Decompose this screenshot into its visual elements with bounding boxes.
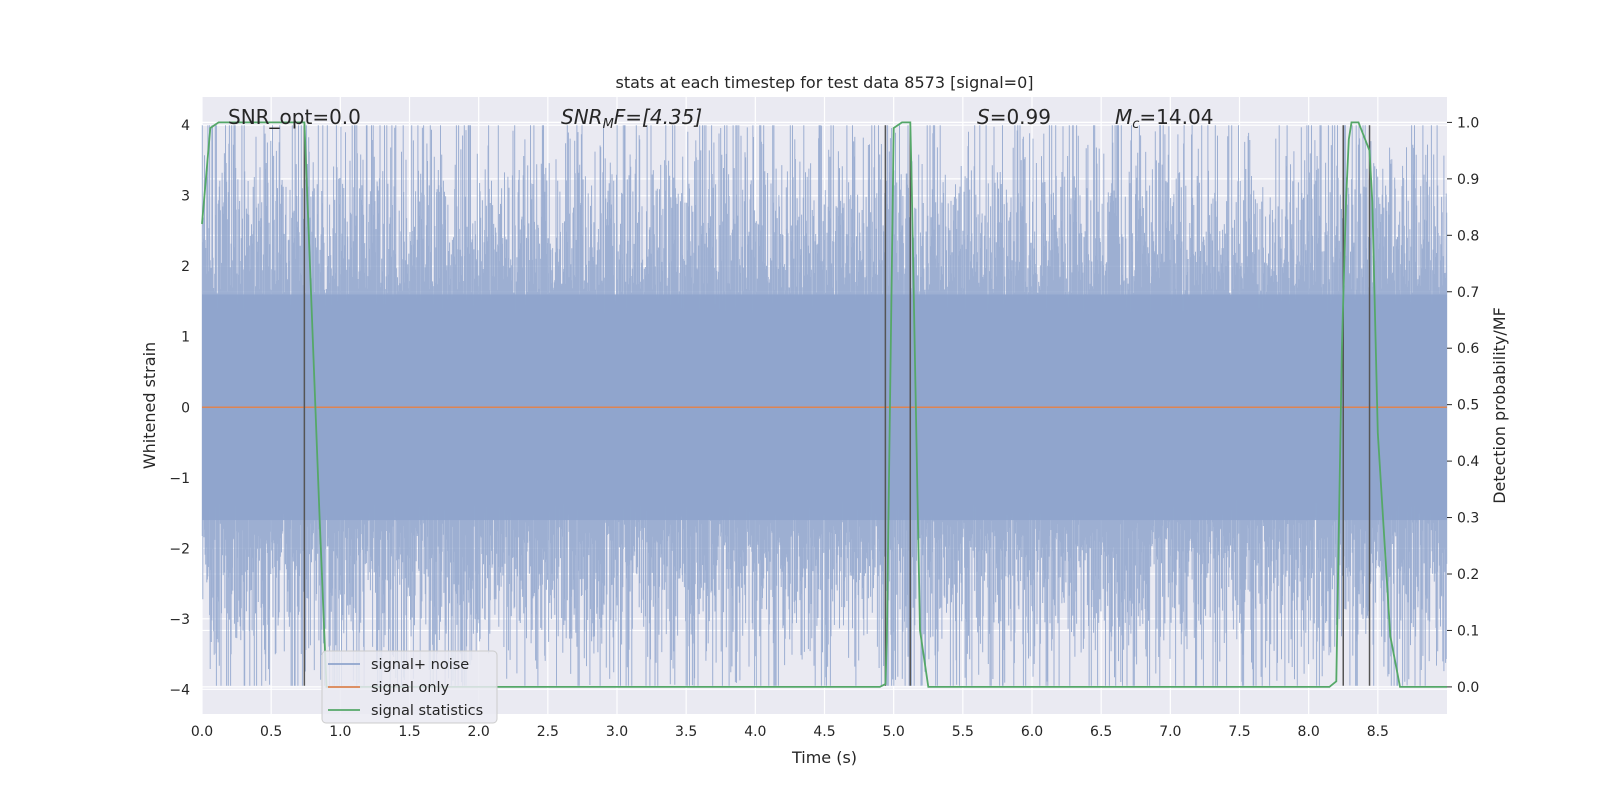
x-tick-label: 4.5 <box>813 724 835 740</box>
annotation-s-tail: =0.99 <box>990 105 1051 129</box>
x-tick-label: 0.0 <box>191 724 213 740</box>
x-tick-label: 6.0 <box>1021 724 1043 740</box>
x-tick-label: 5.5 <box>952 724 974 740</box>
x-tick-label: 1.0 <box>329 724 351 740</box>
series-signal-statistics <box>201 121 1447 688</box>
annotation-mc-main: M <box>1115 105 1132 129</box>
annotation-snr-mf-main: SNR <box>561 105 603 129</box>
noise-trace <box>201 125 1448 686</box>
y-right-tick-label: 0.5 <box>1457 398 1479 414</box>
x-tick-label: 0.5 <box>260 724 282 740</box>
x-tick-label: 8.5 <box>1367 724 1389 740</box>
annotation-mc-sub: c <box>1132 117 1139 132</box>
x-tick-label: 2.0 <box>468 724 490 740</box>
signal-statistics-line <box>201 121 1447 688</box>
legend-label-signal-statistics: signal statistics <box>371 703 483 719</box>
y-left-tick-label: 4 <box>181 118 190 134</box>
x-tick-label: 8.0 <box>1298 724 1320 740</box>
y-right-tick-label: 0.9 <box>1457 172 1479 188</box>
y-axis-right-label: Detection probability/MF <box>1490 307 1509 504</box>
x-tick-label: 3.0 <box>606 724 628 740</box>
y-right-tick-label: 0.7 <box>1457 285 1479 301</box>
x-tick-label: 5.0 <box>883 724 905 740</box>
x-axis-label: Time (s) <box>791 748 857 767</box>
y-axis-left-ticks: −4 −3 −2 −1 0 1 2 3 4 <box>169 118 190 698</box>
annotation-snr-mf-tail: F=[4.35] <box>614 105 702 129</box>
y-left-tick-label: −1 <box>169 471 190 487</box>
y-left-tick-label: 1 <box>181 330 190 346</box>
x-tick-label: 7.0 <box>1159 724 1181 740</box>
x-tick-label: 7.5 <box>1228 724 1250 740</box>
annotation-mc: Mc=14.04 <box>1115 105 1213 132</box>
vertical-markers <box>303 125 1371 686</box>
legend: signal+ noise signal only signal statist… <box>321 650 498 724</box>
y-right-tick-label: 0.4 <box>1457 454 1479 470</box>
x-tick-label: 3.5 <box>675 724 697 740</box>
legend-label-signal-noise: signal+ noise <box>371 657 469 673</box>
y-axis-left-label: Whitened strain <box>140 342 159 469</box>
x-tick-label: 1.5 <box>398 724 420 740</box>
x-tick-label: 2.5 <box>537 724 559 740</box>
annotation-snr-opt: SNR_opt=0.0 <box>228 105 361 129</box>
annotation-snr-mf: SNRMF=[4.35] <box>561 105 702 132</box>
x-tick-label: 4.0 <box>744 724 766 740</box>
x-axis-ticks: 0.0 0.5 1.0 1.5 2.0 2.5 3.0 3.5 4.0 4.5 5.0 5.5 6.0 6… <box>191 724 1389 740</box>
y-left-tick-label: −4 <box>169 682 190 698</box>
legend-box <box>321 650 498 724</box>
y-left-tick-label: 2 <box>181 259 190 275</box>
y-right-tick-label: 0.8 <box>1457 228 1479 244</box>
y-right-tick-label: 0.2 <box>1457 567 1479 583</box>
y-right-tick-label: 0.6 <box>1457 341 1479 357</box>
chart-title: stats at each timestep for test data 857… <box>615 73 1033 92</box>
y-left-tick-label: 3 <box>181 189 190 205</box>
y-left-tick-label: −3 <box>169 612 190 628</box>
x-tick-label: 6.5 <box>1090 724 1112 740</box>
y-right-tick-label: 1.0 <box>1457 115 1479 131</box>
annotation-snr-mf-sub: M <box>603 117 614 132</box>
legend-label-signal-only: signal only <box>371 680 450 696</box>
y-right-tick-label: 0.3 <box>1457 511 1479 527</box>
annotation-s: S=0.99 <box>977 105 1051 129</box>
y-axis-right-ticks: 0.0 0.1 0.2 0.3 0.4 0.5 0.6 0.7 0.8 0.9 1.0 <box>1447 115 1479 696</box>
annotation-mc-tail: =14.04 <box>1139 105 1213 129</box>
y-left-tick-label: 0 <box>181 400 190 416</box>
y-right-tick-label: 0.0 <box>1457 680 1479 696</box>
y-left-tick-label: −2 <box>169 541 190 557</box>
annotation-s-main: S <box>977 105 990 129</box>
y-right-tick-label: 0.1 <box>1457 623 1479 639</box>
